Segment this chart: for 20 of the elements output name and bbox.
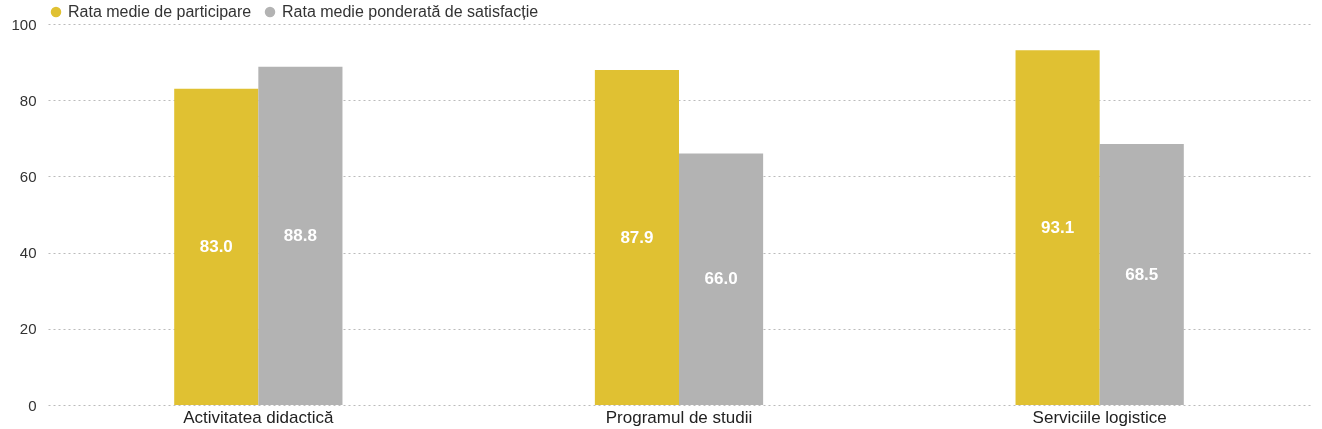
data-label: 83.0: [199, 236, 233, 256]
x-tick-label: Serviciile logistice: [1032, 407, 1167, 427]
y-tick-label: 0: [28, 396, 37, 414]
legend-label: Rata medie ponderată de satisfacție: [282, 3, 539, 20]
data-label: 93.1: [1041, 217, 1075, 237]
bar: [174, 88, 259, 405]
data-label: 68.5: [1125, 264, 1159, 284]
bar: [1015, 50, 1100, 405]
y-tick-label: 100: [11, 15, 37, 33]
data-label: 87.9: [620, 227, 654, 247]
y-tick-label: 60: [19, 167, 37, 185]
x-tick-label: Activitatea didactică: [183, 407, 334, 427]
legend-label: Rata medie de participare: [68, 3, 252, 20]
y-tick-label: 40: [19, 244, 37, 262]
bar: [594, 70, 679, 405]
y-tick-label: 20: [19, 320, 37, 338]
y-tick-label: 80: [19, 91, 37, 109]
x-tick-label: Programul de studii: [605, 407, 753, 427]
data-label: 88.8: [283, 225, 317, 245]
data-label: 66.0: [704, 269, 738, 289]
